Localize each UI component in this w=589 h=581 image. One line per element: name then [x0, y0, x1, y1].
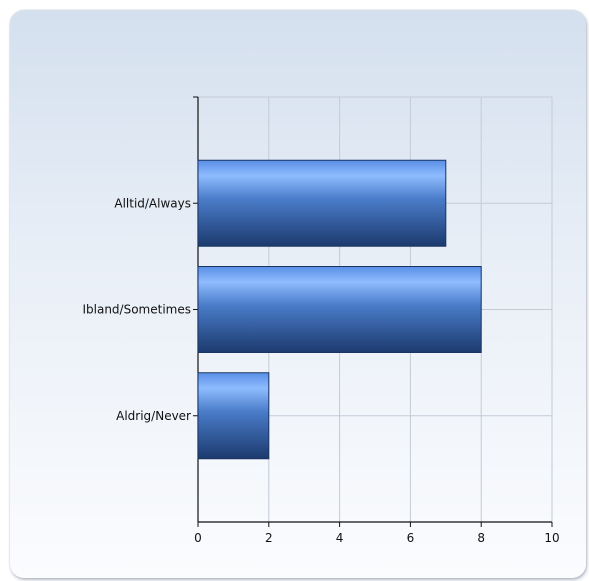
x-tick-label-4: 8 — [477, 531, 485, 545]
bar-0 — [197, 159, 447, 247]
tick-labels: 0 2 4 6 8 10 Alltid/Always Ibland/Sometimes Aldr… — [82, 196, 559, 545]
bar-2 — [197, 372, 270, 460]
bars — [197, 159, 482, 460]
x-tick-label-3: 6 — [407, 531, 415, 545]
y-tick-label-0: Alltid/Always — [114, 196, 191, 210]
x-tick-label-5: 10 — [544, 531, 559, 545]
x-tick-label-0: 0 — [194, 531, 202, 545]
bar-1 — [197, 266, 482, 353]
x-tick-label-2: 4 — [336, 531, 344, 545]
y-tick-label-2: Aldrig/Never — [116, 409, 191, 423]
x-tick-label-1: 2 — [265, 531, 273, 545]
y-tick-label-1: Ibland/Sometimes — [82, 303, 191, 317]
